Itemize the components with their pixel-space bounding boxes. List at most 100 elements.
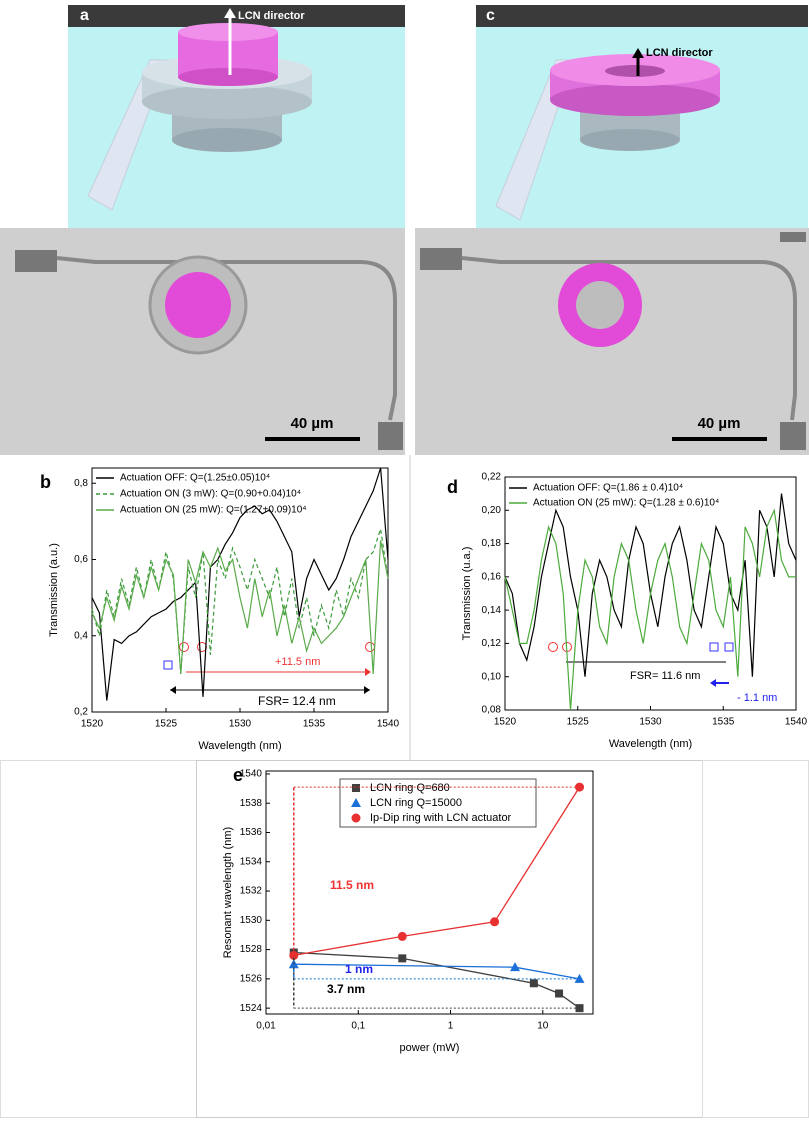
annotation: 3.7 nm	[327, 982, 365, 996]
y-axis-label: Transmission (u.a.)	[461, 547, 473, 641]
legend-label: Actuation OFF: Q=(1.25±0.05)10⁴	[120, 473, 270, 484]
y-axis-label: Transmission (a.u.)	[48, 543, 60, 637]
render-bar	[476, 5, 808, 27]
y-tick-label: 1528	[240, 944, 263, 955]
x-axis-label: Wavelength (nm)	[609, 738, 692, 750]
y-tick-label: 1530	[240, 915, 263, 926]
pedestal	[172, 128, 282, 152]
scale-label: 40 µm	[291, 415, 334, 432]
y-tick-label: 0,22	[482, 472, 502, 483]
grating	[15, 250, 57, 272]
x-tick-label: 10	[537, 1021, 549, 1032]
annotation: FSR= 11.6 nm	[630, 670, 700, 682]
y-axis-label: Resonant wavelength (nm)	[222, 827, 234, 958]
y-tick-label: 1536	[240, 827, 263, 838]
resonance-marker	[197, 642, 207, 652]
legend-label: Actuation OFF: Q=(1.86 ± 0.4)10⁴	[533, 483, 683, 494]
point	[352, 784, 360, 792]
y-tick-label: 0,4	[74, 630, 88, 641]
series-line	[91, 528, 389, 674]
director-arrow	[224, 8, 236, 18]
render-bar	[68, 5, 405, 27]
x-tick-label: 1535	[712, 717, 735, 728]
point	[397, 931, 407, 941]
y-tick-label: 1538	[240, 798, 263, 809]
y-tick-label: 0,16	[482, 571, 502, 582]
lcn-disk	[165, 272, 231, 338]
panel-label: c	[486, 7, 495, 24]
lcn-disk	[178, 68, 278, 86]
panel-label: a	[80, 7, 89, 24]
render-a: a LCN director	[68, 5, 405, 228]
resonance-marker	[548, 642, 558, 652]
y-tick-label: 1540	[240, 769, 263, 780]
sem-left: 40 µm	[0, 228, 405, 455]
render-c: c LCN director	[476, 5, 808, 228]
y-tick-label: 0,14	[482, 605, 502, 616]
pedestal	[580, 129, 680, 151]
x-axis-label: Wavelength (nm)	[198, 740, 281, 752]
d-markers	[548, 642, 734, 687]
y-tick-label: 0,20	[482, 505, 502, 516]
legend-label: Actuation ON (25 mW): Q=(1.27+0.09)10⁴	[120, 505, 307, 516]
point	[351, 798, 361, 807]
frame	[702, 760, 809, 1118]
annotation: - 1.1 nm	[737, 692, 777, 704]
sem-right: 40 µm	[415, 228, 809, 455]
shift-arrow	[710, 679, 716, 687]
panel-label: d	[447, 477, 458, 497]
y-tick-label: 0,8	[74, 478, 88, 489]
director-label: LCN director	[238, 10, 305, 22]
lcn-ring	[550, 84, 720, 116]
grating	[780, 422, 806, 450]
series-line	[293, 963, 580, 980]
x-tick-label: 1	[448, 1021, 454, 1032]
y-tick-label: 0,18	[482, 538, 502, 549]
annotation: 11.5 nm	[330, 878, 374, 892]
resonance-marker	[179, 642, 189, 652]
point	[555, 989, 564, 998]
x-axis-label: power (mW)	[400, 1042, 460, 1054]
scale-label: 40 µm	[698, 415, 741, 432]
grating	[378, 422, 403, 450]
grating	[780, 232, 806, 242]
legend-label: Ip-Dip ring with LCN actuator	[370, 812, 512, 824]
y-tick-label: 0,6	[74, 554, 88, 565]
y-tick-label: 1534	[240, 856, 263, 867]
point	[490, 917, 500, 927]
x-tick-label: 1520	[494, 717, 517, 728]
y-tick-label: 1526	[240, 974, 263, 985]
point	[529, 979, 538, 988]
y-tick-label: 1532	[240, 886, 263, 897]
legend-label: Actuation ON (3 mW): Q=(0.90+0.04)10⁴	[120, 489, 301, 500]
x-tick-label: 1530	[229, 719, 252, 730]
x-tick-label: 1535	[303, 719, 326, 730]
x-tick-label: 1530	[639, 717, 662, 728]
ring-hole	[576, 281, 624, 329]
panel-label: b	[40, 472, 51, 492]
resonance-marker	[724, 642, 734, 652]
y-tick-label: 0,10	[482, 671, 502, 682]
shift-arrow	[365, 668, 371, 676]
ring	[142, 85, 312, 119]
x-tick-label: 1540	[377, 719, 400, 730]
scale-bar	[265, 437, 360, 441]
resonance-marker	[709, 642, 719, 652]
plot-frame	[265, 770, 594, 1015]
x-tick-label: 0,1	[351, 1021, 365, 1032]
waveguide	[461, 256, 797, 421]
resonance-marker	[163, 660, 173, 670]
annotation: +11.5 nm	[275, 656, 320, 668]
y-tick-label: 0,12	[482, 638, 502, 649]
legend-label: Actuation ON (25 mW): Q=(1.28 ± 0.6)10⁴	[533, 498, 719, 509]
annotation: FSR= 12.4 nm	[258, 694, 336, 708]
y-tick-label: 0,2	[74, 707, 88, 718]
x-tick-label: 1525	[155, 719, 178, 730]
point	[351, 813, 361, 823]
annotation: 1 nm	[345, 962, 373, 976]
x-tick-label: 1525	[567, 717, 590, 728]
director-label: LCN director	[646, 47, 713, 59]
series-line	[91, 467, 389, 701]
lcn-disk	[178, 23, 278, 41]
